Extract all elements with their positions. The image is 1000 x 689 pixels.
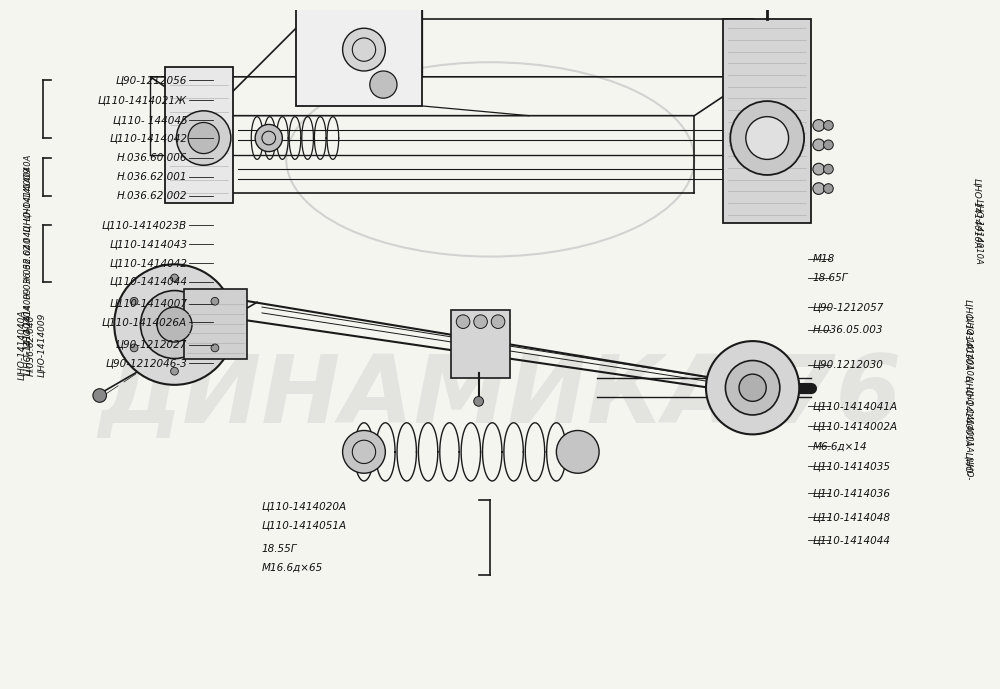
Text: Ц110-1414007: Ц110-1414007 (109, 298, 187, 309)
Circle shape (93, 389, 106, 402)
Circle shape (739, 374, 766, 401)
Bar (184, 289, 247, 358)
Text: Ц110-1414043: Ц110-1414043 (109, 239, 187, 249)
Circle shape (176, 111, 231, 165)
Text: ЦНО-1414010А  ЦНО-1414001А  ЦНО-: ЦНО-1414010А ЦНО-1414001А ЦНО- (964, 300, 973, 476)
Text: Ц110-1414051А: Ц110-1414051А (262, 520, 347, 531)
Text: Ц110-1414044: Ц110-1414044 (109, 276, 187, 287)
Text: Н.036.62.001: Н.036.62.001 (117, 172, 187, 182)
Circle shape (706, 341, 799, 434)
Text: М18: М18 (813, 254, 835, 264)
Circle shape (114, 265, 235, 385)
Bar (165, 67, 233, 203)
Text: ЦНО-1414009: ЦНО-1414009 (37, 313, 46, 377)
Text: Ц110-1414042: Ц110-1414042 (109, 133, 187, 143)
Circle shape (171, 367, 178, 375)
Text: Ц110-1414042: Ц110-1414042 (109, 258, 187, 268)
Bar (296, 0, 422, 106)
Text: Н.036.05.003: Н.036.05.003 (813, 325, 883, 335)
Circle shape (474, 396, 483, 407)
Text: 18.65Г: 18.65Г (813, 273, 848, 282)
Circle shape (130, 344, 138, 352)
Circle shape (813, 163, 825, 175)
Text: Ц110-1414021Ж: Ц110-1414021Ж (98, 95, 187, 105)
Circle shape (725, 360, 780, 415)
Text: Ц110-1414048: Ц110-1414048 (813, 512, 891, 522)
Circle shape (130, 298, 138, 305)
Circle shape (556, 431, 599, 473)
Text: 18.55Г: 18.55Г (262, 544, 297, 555)
Text: Ц110-1414036: Ц110-1414036 (813, 488, 891, 498)
Text: ЦНО-1414010А: ЦНО-1414010А (972, 178, 981, 248)
Circle shape (824, 164, 833, 174)
Text: ЦНО-1414010А: ЦНО-1414010А (974, 199, 983, 265)
Text: Ц90-1212046-3: Ц90-1212046-3 (105, 358, 187, 368)
Text: ЦНО-1414040А: ЦНО-1414040А (17, 310, 26, 380)
Text: Ц110-1414044: Ц110-1414044 (813, 535, 891, 545)
Circle shape (730, 101, 804, 175)
Text: М16.6д×65: М16.6д×65 (262, 563, 323, 573)
Text: Ц90-1212056: Ц90-1212056 (116, 75, 187, 85)
Circle shape (824, 121, 833, 130)
Circle shape (474, 315, 487, 329)
Circle shape (813, 139, 825, 151)
Circle shape (343, 431, 385, 473)
Text: ДИНАМИКА 76: ДИНАМИКА 76 (98, 351, 902, 444)
Text: Ц90.1212030: Ц90.1212030 (813, 360, 884, 369)
Circle shape (824, 140, 833, 150)
Text: Ц110-1414020А: Ц110-1414020А (262, 502, 347, 511)
Circle shape (491, 315, 505, 329)
Text: Ц110-1414026А: Ц110-1414026А (102, 318, 187, 327)
Text: Ц90-1212057: Ц90-1212057 (813, 302, 884, 312)
Circle shape (813, 120, 825, 131)
Circle shape (255, 125, 282, 152)
Text: Ц110-1414035: Ц110-1414035 (813, 462, 891, 471)
Text: Ц110-1414023В: Ц110-1414023В (102, 220, 187, 230)
Circle shape (824, 184, 833, 194)
Text: ЦНО-1414040А  Н.036.62.040  ЦНО-1414009: ЦНО-1414040А Н.036.62.040 ЦНО-1414009 (23, 167, 32, 375)
Bar (451, 310, 510, 378)
Text: Н.036.62.002: Н.036.62.002 (117, 191, 187, 201)
Circle shape (813, 183, 825, 194)
Circle shape (140, 291, 209, 358)
Circle shape (456, 315, 470, 329)
Text: Ц110-1414041А: Ц110-1414041А (813, 401, 898, 411)
Circle shape (171, 274, 178, 282)
Text: Ц110-1414002А: Ц110-1414002А (813, 421, 898, 431)
Circle shape (211, 298, 219, 305)
Text: Н.036.60.006: Н.036.60.006 (117, 154, 187, 163)
Circle shape (188, 123, 219, 154)
Text: Ц90-1212027: Ц90-1212027 (116, 340, 187, 349)
Circle shape (157, 307, 192, 342)
Circle shape (746, 116, 789, 159)
Bar (723, 19, 811, 223)
Text: Ц110- 144045: Ц110- 144045 (113, 115, 187, 125)
Text: ЦНО-1414009  Н.036.62.040  ЦНО-1414040А: ЦНО-1414009 Н.036.62.040 ЦНО-1414040А (23, 155, 32, 349)
Circle shape (343, 28, 385, 71)
Text: М6.6д×14: М6.6д×14 (813, 441, 867, 451)
Text: Н.036.62.040: Н.036.62.040 (27, 314, 36, 376)
Circle shape (370, 71, 397, 99)
Circle shape (211, 344, 219, 352)
Text: ЦНО-1414010А  ЦНО-1414001А  ЦНО-: ЦНО-1414010А ЦНО-1414001А ЦНО- (965, 316, 974, 480)
